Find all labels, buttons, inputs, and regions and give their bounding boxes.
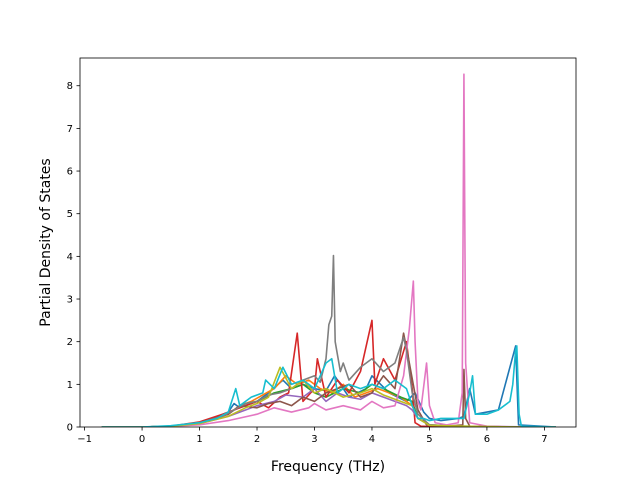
series-layer — [101, 73, 556, 427]
y-tick-label: 6 — [67, 167, 73, 178]
pdos-series-10 — [101, 345, 556, 427]
y-tick-label: 4 — [67, 252, 73, 263]
y-tick-label: 8 — [67, 81, 73, 92]
x-tick-label: −1 — [77, 434, 92, 445]
y-tick-label: 0 — [67, 423, 73, 434]
x-tick-label: 2 — [254, 434, 260, 445]
pdos-series-9 — [101, 366, 556, 427]
x-tick-label: 3 — [311, 434, 317, 445]
y-axis-label: Partial Density of States — [38, 158, 54, 326]
y-tick-label: 3 — [67, 295, 73, 306]
x-tick-label: 4 — [369, 434, 375, 445]
y-tick-label: 7 — [67, 124, 73, 135]
axes-frame — [79, 57, 577, 428]
x-tick-label: 1 — [196, 434, 202, 445]
x-axis: −1 0 1 2 3 4 5 6 7 — [77, 427, 548, 445]
y-tick-label: 5 — [67, 209, 73, 220]
plot-area — [79, 57, 577, 428]
y-axis: 0 1 2 3 4 5 6 7 8 — [67, 81, 80, 434]
y-tick-label: 2 — [67, 337, 73, 348]
x-tick-label: 0 — [139, 434, 145, 445]
x-axis-label: Frequency (THz) — [271, 459, 385, 475]
x-tick-label: 5 — [426, 434, 432, 445]
y-tick-label: 1 — [67, 380, 73, 391]
x-tick-label: 6 — [484, 434, 490, 445]
pdos-series-8 — [101, 254, 556, 427]
x-tick-label: 7 — [541, 434, 547, 445]
